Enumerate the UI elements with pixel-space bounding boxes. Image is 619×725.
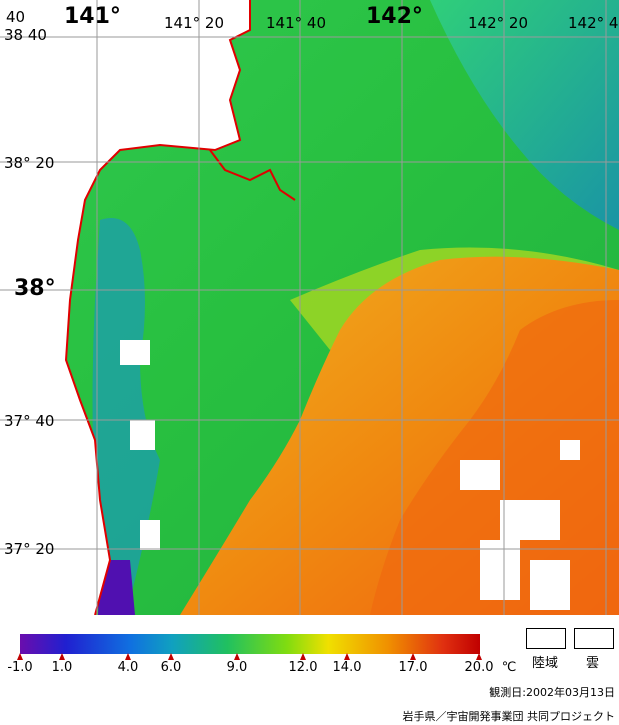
unit-label: ℃	[501, 660, 517, 675]
tick-label: 1.0	[51, 660, 73, 675]
corner-label: 40	[6, 8, 26, 26]
coastline-bay	[209, 149, 296, 201]
tick-label: 4.0	[117, 660, 139, 675]
lon-label-141-40: 141° 40	[266, 14, 326, 32]
lon-label-141: 141°	[64, 4, 121, 29]
cool-coastal-water	[92, 218, 160, 615]
lat-label-38-20: 38° 20	[4, 154, 55, 172]
tick-label: -1.0	[7, 660, 33, 675]
temperature-colorbar	[20, 634, 480, 654]
lat-label-37-40: 37° 40	[4, 412, 55, 430]
land-swatch-label: 陸域	[532, 656, 559, 671]
cloud-swatch	[574, 628, 614, 649]
graticule	[0, 0, 619, 615]
tick-label: 9.0	[226, 660, 248, 675]
cloud-swatch-label: 雲	[586, 656, 600, 671]
lon-label-142-20: 142° 20	[468, 14, 528, 32]
lon-label-142: 142°	[366, 4, 423, 29]
sea-surface-temperature-map	[0, 0, 619, 615]
cool-water-northeast	[430, 0, 619, 230]
tick-label: 20.0	[464, 660, 494, 675]
observation-date: 観測日:2002年03月13日	[489, 686, 615, 699]
cloud-patches	[120, 340, 580, 610]
lon-label-142-40: 142° 4	[568, 14, 619, 32]
tick-label: 12.0	[288, 660, 318, 675]
lat-label-37-20: 37° 20	[4, 540, 55, 558]
land-area	[0, 0, 250, 615]
lon-label-141-20: 141° 20	[164, 14, 224, 32]
tick-label: 17.0	[398, 660, 428, 675]
lat-label-38-40: 38 40	[4, 26, 47, 44]
credit-line: 岩手県／宇宙開発事業団 共同プロジェクト	[402, 710, 616, 723]
colorbar-ticks	[17, 653, 482, 660]
lat-label-38: 38°	[14, 276, 56, 301]
land-swatch	[526, 628, 566, 649]
coastline	[64, 0, 251, 615]
tick-label: 6.0	[160, 660, 182, 675]
tick-label: 14.0	[332, 660, 362, 675]
